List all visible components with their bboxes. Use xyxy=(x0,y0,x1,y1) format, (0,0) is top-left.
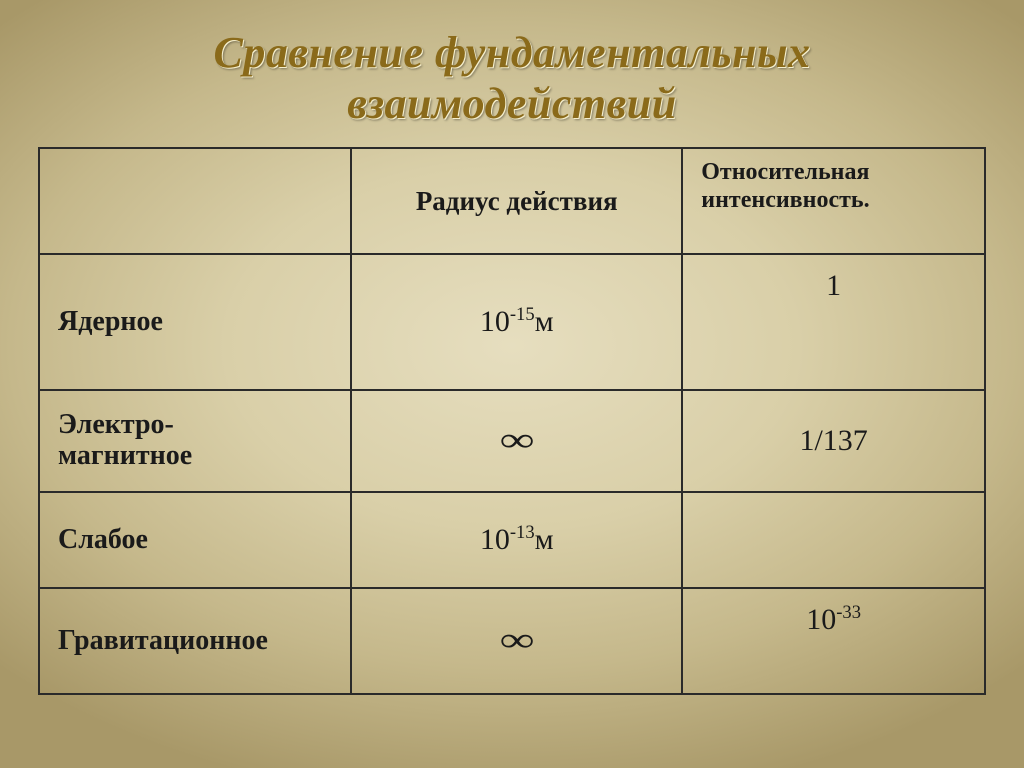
row-name-em: Электро- магнитное xyxy=(39,390,351,492)
cell-nuclear-radius: 10-15м xyxy=(351,254,682,390)
interactions-table-wrap: Радиус действия Относительная интенсивно… xyxy=(38,147,986,695)
row-name-grav: Гравитационное xyxy=(39,588,351,694)
weak-radius-exp: -13 xyxy=(510,522,535,543)
table-row-weak: Слабое 10-13м xyxy=(39,492,985,588)
infinity-icon: ∞ xyxy=(499,424,534,458)
em-name-l1: Электро- xyxy=(58,409,174,440)
table-row-grav: Гравитационное ∞ 10-33 xyxy=(39,588,985,694)
header-empty xyxy=(39,148,351,254)
cell-grav-radius: ∞ xyxy=(351,588,682,694)
nuclear-radius-exp: -15 xyxy=(510,304,535,325)
header-radius: Радиус действия xyxy=(351,148,682,254)
weak-radius-base: 10 xyxy=(480,523,510,556)
cell-weak-radius: 10-13м xyxy=(351,492,682,588)
nuclear-radius-unit: м xyxy=(535,305,554,338)
table-row-em: Электро- магнитное ∞ 1/137 xyxy=(39,390,985,492)
grav-intensity-base: 10 xyxy=(806,603,836,636)
row-name-nuclear: Ядерное xyxy=(39,254,351,390)
grav-intensity-exp: -33 xyxy=(836,602,861,623)
cell-em-radius: ∞ xyxy=(351,390,682,492)
interactions-table: Радиус действия Относительная интенсивно… xyxy=(38,147,986,695)
infinity-icon: ∞ xyxy=(499,624,534,658)
title-line-2: взаимодействий xyxy=(347,79,676,128)
cell-em-intensity: 1/137 xyxy=(682,390,985,492)
row-name-weak: Слабое xyxy=(39,492,351,588)
cell-grav-intensity: 10-33 xyxy=(682,588,985,694)
slide: Сравнение фундаментальных взаимодействий… xyxy=(0,0,1024,768)
page-title: Сравнение фундаментальных взаимодействий xyxy=(0,0,1024,129)
table-header-row: Радиус действия Относительная интенсивно… xyxy=(39,148,985,254)
header-intensity: Относительная интенсивность. xyxy=(682,148,985,254)
table-row-nuclear: Ядерное 10-15м 1 xyxy=(39,254,985,390)
cell-nuclear-intensity: 1 xyxy=(682,254,985,390)
cell-weak-intensity xyxy=(682,492,985,588)
em-name-l2: магнитное xyxy=(58,440,192,471)
weak-radius-unit: м xyxy=(535,523,554,556)
title-line-1: Сравнение фундаментальных xyxy=(213,28,810,77)
nuclear-radius-base: 10 xyxy=(480,305,510,338)
